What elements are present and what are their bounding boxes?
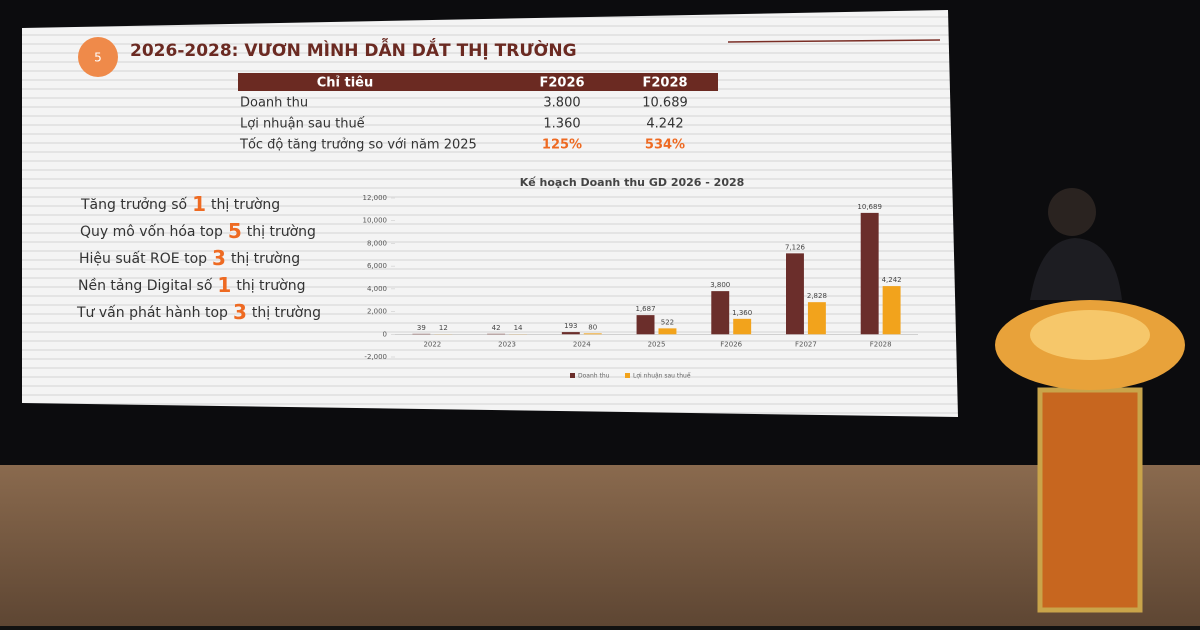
table-cell: Tốc độ tăng trưởng so với năm 2025 bbox=[239, 138, 477, 153]
legend-label: Lợi nhuận sau thuế bbox=[633, 373, 691, 380]
y-tick-label: 8,000 bbox=[367, 239, 387, 247]
table-cell: 534% bbox=[645, 138, 685, 153]
legend-swatch bbox=[570, 373, 575, 378]
bar bbox=[711, 291, 729, 334]
table-cell: 10.689 bbox=[642, 96, 688, 111]
y-tick-label: -2,000 bbox=[364, 353, 387, 361]
y-tick-label: 0 bbox=[383, 330, 387, 338]
y-tick-label: 6,000 bbox=[367, 262, 387, 270]
value-label: 7,126 bbox=[785, 243, 806, 251]
x-tick-label: F2027 bbox=[795, 340, 817, 348]
speaker-head bbox=[1048, 188, 1096, 236]
table-cell: 3.800 bbox=[543, 96, 580, 111]
slide-number: 5 bbox=[94, 51, 102, 65]
y-tick-label: 4,000 bbox=[367, 285, 387, 293]
x-tick-label: F2028 bbox=[870, 340, 892, 348]
bar bbox=[808, 302, 826, 334]
value-label: 80 bbox=[588, 323, 597, 331]
bar bbox=[733, 319, 751, 334]
highlight-after: thị trường bbox=[231, 251, 300, 267]
x-tick-label: 2024 bbox=[573, 340, 591, 348]
screen bbox=[22, 10, 958, 417]
highlight-number: 3 bbox=[212, 246, 226, 270]
value-label: 193 bbox=[564, 322, 577, 330]
x-tick-label: F2026 bbox=[720, 340, 742, 348]
highlight-number: 5 bbox=[228, 219, 242, 243]
table-cell: 4.242 bbox=[646, 117, 683, 132]
value-label: 39 bbox=[417, 324, 426, 332]
table-cell: 125% bbox=[542, 138, 582, 153]
legend-label: Doanh thu bbox=[578, 373, 610, 380]
value-label: 1,687 bbox=[636, 305, 656, 313]
bar bbox=[883, 286, 901, 334]
highlight-before: Hiệu suất ROE top bbox=[79, 251, 207, 267]
table-header-cell: F2028 bbox=[642, 76, 687, 91]
table-header-cell: F2026 bbox=[539, 76, 584, 91]
stage-floor bbox=[0, 465, 1200, 626]
value-label: 1,360 bbox=[732, 309, 752, 317]
y-tick-label: 2,000 bbox=[367, 308, 387, 316]
table-cell: Lợi nhuận sau thuế bbox=[240, 117, 365, 132]
highlight-after: thị trường bbox=[236, 278, 305, 294]
bar bbox=[786, 253, 804, 334]
x-tick-label: 2025 bbox=[648, 340, 666, 348]
podium bbox=[1040, 390, 1140, 610]
chart-title: Kế hoạch Doanh thu GD 2026 - 2028 bbox=[520, 176, 745, 189]
highlight-number: 1 bbox=[217, 273, 231, 297]
table-cell: 1.360 bbox=[543, 117, 580, 132]
highlight-before: Tư vấn phát hành top bbox=[76, 305, 228, 321]
y-tick-label: 10,000 bbox=[363, 217, 388, 225]
highlight-after: thị trường bbox=[247, 224, 316, 240]
x-tick-label: 2023 bbox=[498, 340, 516, 348]
legend-swatch bbox=[625, 373, 630, 378]
value-label: 42 bbox=[492, 324, 501, 332]
highlight-number: 1 bbox=[192, 192, 206, 216]
bar bbox=[637, 315, 655, 334]
highlight-before: Tăng trưởng số bbox=[80, 196, 188, 213]
value-label: 14 bbox=[514, 324, 523, 332]
value-label: 522 bbox=[661, 318, 674, 326]
flowers-center bbox=[1030, 310, 1150, 360]
value-label: 12 bbox=[439, 324, 448, 332]
table-header-cell: Chỉ tiêu bbox=[317, 76, 374, 91]
highlight-before: Nền tảng Digital số bbox=[78, 277, 213, 294]
y-tick-label: 12,000 bbox=[363, 194, 388, 202]
value-label: 3,800 bbox=[710, 281, 730, 289]
value-label: 4,242 bbox=[882, 276, 902, 284]
table-cell: Doanh thu bbox=[240, 96, 308, 111]
bar bbox=[562, 332, 580, 334]
highlight-after: thị trường bbox=[211, 197, 280, 213]
value-label: 10,689 bbox=[857, 203, 882, 211]
bar bbox=[584, 333, 602, 334]
value-label: 2,828 bbox=[807, 292, 827, 300]
bar bbox=[659, 328, 677, 334]
highlight-number: 3 bbox=[233, 300, 247, 324]
highlight-after: thị trường bbox=[252, 305, 321, 321]
highlight-before: Quy mô vốn hóa top bbox=[80, 223, 223, 240]
bar bbox=[861, 213, 879, 334]
x-tick-label: 2022 bbox=[423, 340, 441, 348]
